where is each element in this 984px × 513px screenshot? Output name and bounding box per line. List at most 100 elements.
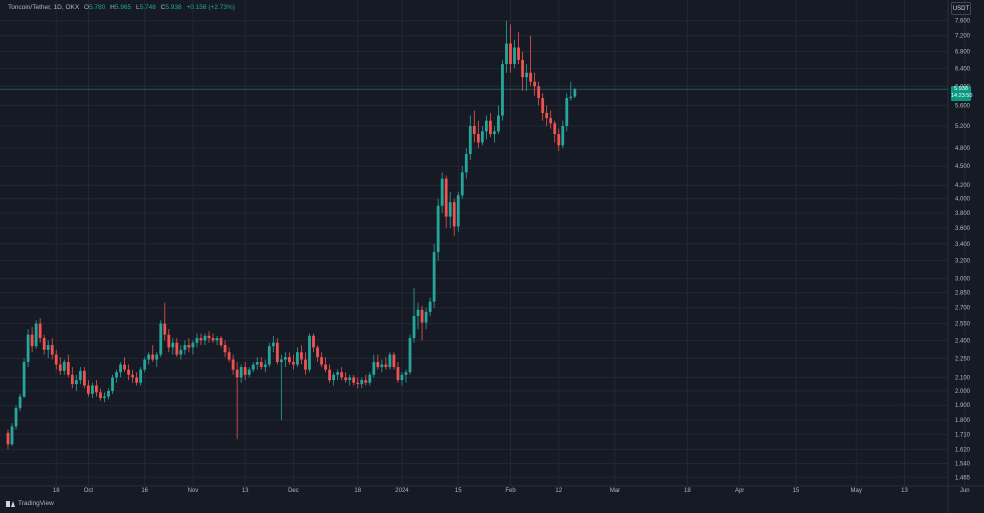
candle-down[interactable]	[288, 352, 291, 365]
candle-down[interactable]	[292, 354, 295, 370]
candle-up[interactable]	[525, 64, 528, 91]
candle-down[interactable]	[553, 120, 557, 143]
candle-down[interactable]	[131, 369, 135, 383]
candle-down[interactable]	[54, 349, 58, 370]
candle-down[interactable]	[304, 352, 307, 375]
candle-up[interactable]	[308, 333, 311, 373]
candle-down[interactable]	[489, 112, 492, 137]
candle-up[interactable]	[91, 382, 94, 398]
candle-down[interactable]	[396, 362, 400, 383]
candle-down[interactable]	[316, 345, 319, 363]
candle-down[interactable]	[123, 357, 126, 373]
candle-down[interactable]	[167, 329, 171, 353]
candle-up[interactable]	[46, 340, 50, 359]
candle-up[interactable]	[103, 392, 106, 403]
candle-up[interactable]	[239, 364, 243, 383]
candle-up[interactable]	[493, 125, 496, 143]
candle-down[interactable]	[235, 362, 239, 440]
candle-down[interactable]	[545, 105, 549, 126]
candle-down[interactable]	[151, 345, 155, 363]
candle-up[interactable]	[283, 352, 287, 368]
candle-up[interactable]	[215, 335, 219, 346]
candle-down[interactable]	[420, 305, 424, 341]
candle-down[interactable]	[38, 318, 42, 343]
candle-up[interactable]	[400, 372, 404, 386]
candle-up[interactable]	[408, 334, 412, 375]
time-axis[interactable]: 18 Oct 16 Nov 13 Dec 18 2024 15 Feb 12 Mar 18 Apr 15 Ma…	[53, 488, 970, 494]
candle-up[interactable]	[147, 352, 151, 365]
candle-down[interactable]	[472, 110, 476, 143]
candle-up[interactable]	[115, 369, 118, 383]
candle-up[interactable]	[404, 369, 408, 383]
candle-up[interactable]	[412, 287, 416, 343]
candle-up[interactable]	[336, 369, 340, 381]
candle-down[interactable]	[541, 93, 545, 121]
candle-down[interactable]	[6, 429, 10, 450]
candle-up[interactable]	[432, 243, 436, 308]
candle-down[interactable]	[352, 374, 356, 386]
price-axis[interactable]: 7.6007.2006.8006.4006.0005.6005.2004.800…	[955, 19, 971, 482]
candle-down[interactable]	[175, 338, 179, 358]
tradingview-brand[interactable]: TradingView	[6, 500, 54, 507]
candle-up[interactable]	[255, 357, 259, 370]
candle-down[interactable]	[66, 354, 70, 378]
candle-down[interactable]	[42, 334, 46, 355]
currency-button[interactable]: USDT	[951, 2, 971, 15]
candle-up[interactable]	[18, 393, 22, 412]
candle-up[interactable]	[505, 20, 508, 73]
candle-up[interactable]	[62, 359, 66, 375]
candle-up[interactable]	[448, 191, 452, 228]
candle-down[interactable]	[392, 352, 396, 370]
candle-down[interactable]	[135, 372, 139, 386]
candle-down[interactable]	[243, 362, 247, 381]
candle-up[interactable]	[195, 333, 199, 348]
candle-up[interactable]	[460, 166, 464, 199]
candle-up[interactable]	[263, 359, 267, 373]
candle-down[interactable]	[344, 372, 348, 383]
candle-down[interactable]	[127, 364, 130, 381]
candle-down[interactable]	[509, 24, 512, 73]
candle-up[interactable]	[569, 81, 573, 101]
candle-up[interactable]	[440, 172, 444, 213]
candle-up[interactable]	[428, 297, 432, 317]
candle-up[interactable]	[247, 367, 251, 378]
candle-down[interactable]	[533, 72, 537, 96]
candles[interactable]	[6, 20, 577, 450]
candle-up[interactable]	[360, 377, 364, 389]
candle-down[interactable]	[529, 35, 532, 87]
candle-up[interactable]	[159, 320, 163, 358]
candle-up[interactable]	[416, 302, 420, 330]
candle-down[interactable]	[384, 357, 388, 370]
candle-up[interactable]	[468, 115, 472, 160]
candle-down[interactable]	[223, 340, 227, 358]
candle-down[interactable]	[444, 175, 448, 228]
candle-up[interactable]	[78, 367, 82, 385]
candle-down[interactable]	[99, 388, 102, 401]
candle-down[interactable]	[227, 347, 231, 363]
candle-up[interactable]	[372, 354, 376, 378]
candle-up[interactable]	[573, 87, 577, 99]
candle-up[interactable]	[497, 105, 500, 135]
candle-up[interactable]	[111, 374, 114, 394]
candle-down[interactable]	[211, 333, 215, 343]
candle-down[interactable]	[259, 357, 263, 370]
candle-up[interactable]	[22, 358, 26, 398]
candle-up[interactable]	[10, 423, 14, 447]
candle-down[interactable]	[549, 110, 553, 129]
candle-up[interactable]	[74, 374, 78, 391]
candle-up[interactable]	[456, 191, 460, 232]
candle-up[interactable]	[484, 115, 488, 140]
candle-up[interactable]	[26, 329, 30, 368]
candle-down[interactable]	[376, 354, 380, 370]
candle-up[interactable]	[139, 367, 143, 386]
candle-down[interactable]	[521, 51, 524, 91]
candle-up[interactable]	[143, 357, 147, 373]
candle-down[interactable]	[476, 120, 480, 149]
candle-down[interactable]	[58, 357, 62, 375]
candle-up[interactable]	[513, 39, 516, 69]
candle-down[interactable]	[50, 338, 54, 360]
candle-down[interactable]	[364, 374, 368, 386]
candle-down[interactable]	[356, 377, 360, 389]
candle-down[interactable]	[300, 345, 303, 365]
